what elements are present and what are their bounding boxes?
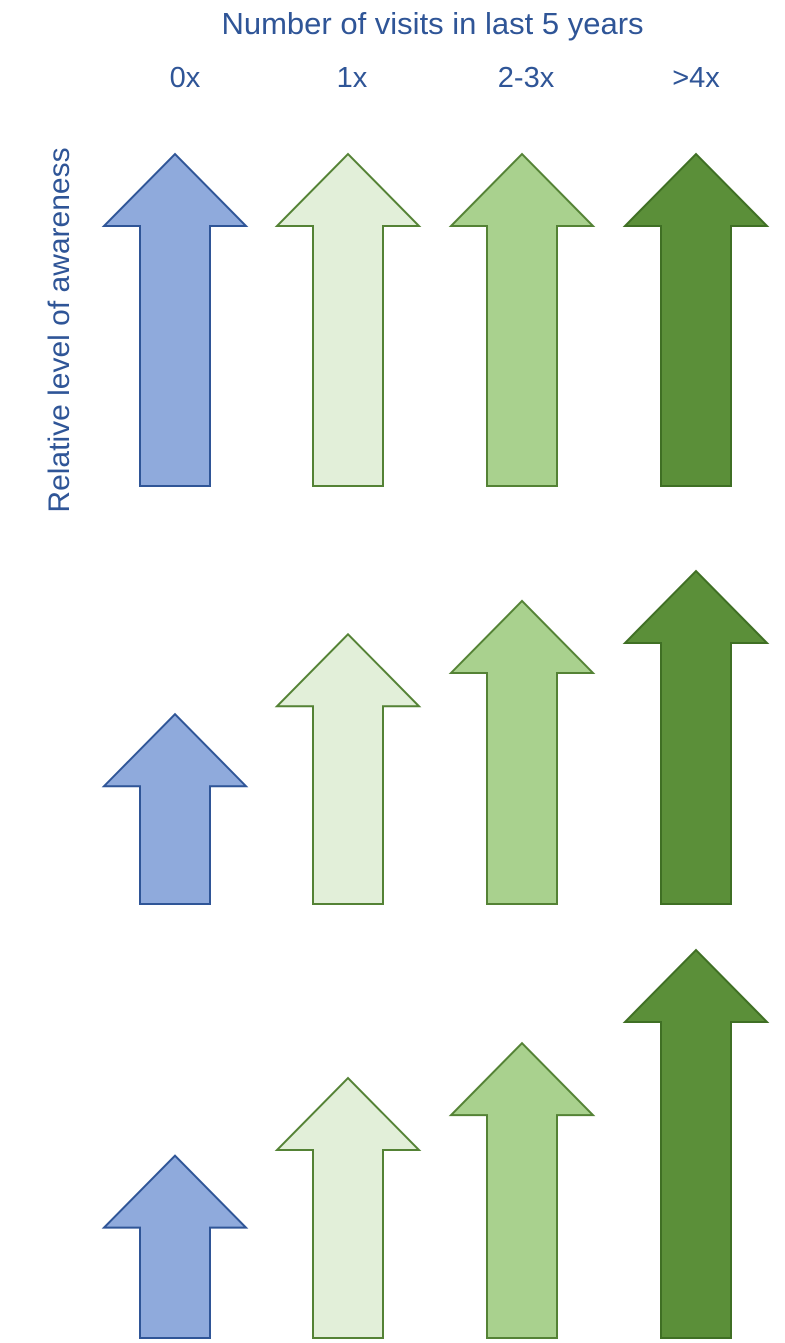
arrow-panel-1-4x-plus	[625, 154, 767, 486]
arrow-panel-1-2-3x	[451, 154, 593, 486]
arrow-panel-2-2-3x	[451, 601, 593, 904]
arrow-panel-1-0x	[104, 154, 246, 486]
arrow-panel-2-4x-plus	[625, 571, 767, 904]
arrow-panel-3-4x-plus	[625, 950, 767, 1338]
arrow-panel-3-2-3x	[451, 1043, 593, 1338]
arrow-panel-3-1x	[277, 1078, 419, 1338]
arrow-panel-3-0x	[104, 1156, 246, 1338]
arrow-panel-1-1x	[277, 154, 419, 486]
arrow-panel-2-1x	[277, 634, 419, 904]
arrow-panel-2-0x	[104, 714, 246, 904]
